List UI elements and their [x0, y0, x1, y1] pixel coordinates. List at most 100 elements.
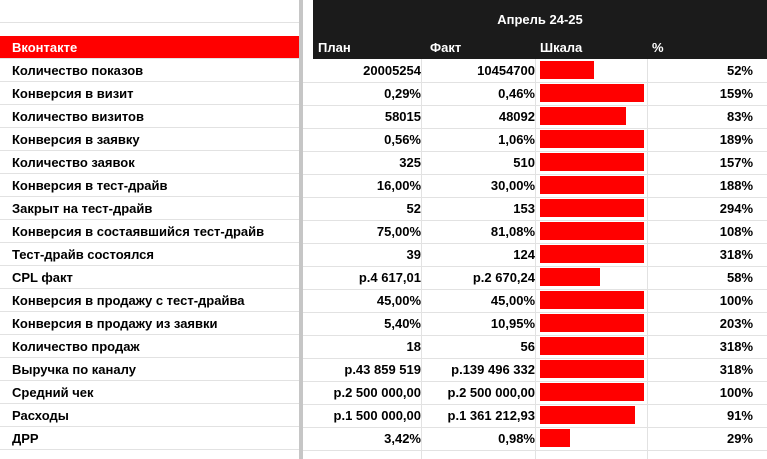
scale-bar[interactable]: [540, 130, 644, 148]
plan-cell[interactable]: 5,40%: [384, 316, 421, 331]
row-label[interactable]: Количество визитов: [0, 105, 299, 128]
row-label[interactable]: Закрыт на тест-драйв: [0, 197, 299, 220]
scale-bar[interactable]: [540, 360, 644, 378]
scale-bar[interactable]: [540, 383, 644, 401]
scale-bar[interactable]: [540, 176, 644, 194]
plan-cell[interactable]: р.43 859 519: [344, 362, 421, 377]
percent-cell[interactable]: 91%: [726, 408, 753, 423]
row-label[interactable]: Количество показов: [0, 59, 299, 82]
fact-cell[interactable]: 153: [513, 201, 535, 216]
empty-cell[interactable]: [0, 11, 299, 35]
plan-cell[interactable]: 45,00%: [376, 293, 421, 308]
row-label[interactable]: Конверсия в визит: [0, 82, 299, 105]
table-row: 0,29% 0,46% 159%: [303, 82, 767, 106]
period-title[interactable]: Апрель 24-25: [497, 12, 583, 27]
row-label[interactable]: Выручка по каналу: [0, 358, 299, 381]
fact-cell[interactable]: р.2 670,24: [472, 270, 535, 285]
fact-cell[interactable]: 1,06%: [498, 132, 535, 147]
percent-cell[interactable]: 29%: [726, 431, 753, 446]
fact-cell[interactable]: 10,95%: [490, 316, 535, 331]
scale-bar[interactable]: [540, 429, 570, 447]
percent-cell[interactable]: 318%: [719, 339, 753, 354]
fact-cell[interactable]: 30,00%: [490, 178, 535, 193]
fact-cell[interactable]: 81,08%: [490, 224, 535, 239]
plan-cell[interactable]: 16,00%: [376, 178, 421, 193]
plan-cell[interactable]: 75,00%: [376, 224, 421, 239]
fact-cell[interactable]: р.1 361 212,93: [447, 408, 535, 423]
table-row: 58015 48092 83%: [303, 105, 767, 129]
scale-bar[interactable]: [540, 222, 644, 240]
fact-cell[interactable]: 45,00%: [490, 293, 535, 308]
row-label[interactable]: Количество заявок: [0, 151, 299, 174]
percent-cell[interactable]: 83%: [726, 109, 753, 124]
plan-cell[interactable]: 20005254: [363, 63, 421, 78]
percent-cell[interactable]: 188%: [719, 178, 753, 193]
column-header-fact[interactable]: Факт: [430, 40, 462, 55]
percent-cell[interactable]: 294%: [719, 201, 753, 216]
scale-bar[interactable]: [540, 199, 644, 217]
scale-bar[interactable]: [540, 153, 644, 171]
plan-cell[interactable]: р.4 617,01: [358, 270, 421, 285]
percent-cell[interactable]: 100%: [719, 385, 753, 400]
plan-cell[interactable]: р.1 500 000,00: [333, 408, 421, 423]
percent-cell[interactable]: 58%: [726, 270, 753, 285]
plan-cell[interactable]: 39: [406, 247, 421, 262]
scale-bar[interactable]: [540, 337, 644, 355]
percent-cell[interactable]: 159%: [719, 86, 753, 101]
fact-cell[interactable]: 48092: [498, 109, 535, 124]
percent-cell[interactable]: 108%: [719, 224, 753, 239]
row-label[interactable]: Конверсия в состаявшийся тест-драйв: [0, 220, 299, 243]
fact-cell[interactable]: р.139 496 332: [451, 362, 535, 377]
column-header-percent[interactable]: %: [652, 40, 664, 55]
section-label[interactable]: Вконтакте: [0, 36, 299, 59]
column-header-plan[interactable]: План: [318, 40, 351, 55]
scale-bar[interactable]: [540, 107, 626, 125]
fact-cell[interactable]: 0,98%: [498, 431, 535, 446]
percent-cell[interactable]: 318%: [719, 362, 753, 377]
plan-cell[interactable]: 325: [399, 155, 421, 170]
plan-cell[interactable]: 52: [406, 201, 421, 216]
row-label[interactable]: ДРР: [0, 427, 299, 450]
table-row: р.43 859 519 р.139 496 332 318%: [303, 358, 767, 382]
plan-cell[interactable]: 0,56%: [384, 132, 421, 147]
scale-bar[interactable]: [540, 61, 594, 79]
table-row: 20005254 10454700 52%: [303, 59, 767, 83]
fact-cell[interactable]: 0,46%: [498, 86, 535, 101]
scale-bar[interactable]: [540, 84, 644, 102]
column-header-scale[interactable]: Шкала: [540, 40, 583, 55]
scale-bar[interactable]: [540, 291, 644, 309]
scale-bar[interactable]: [540, 268, 600, 286]
percent-cell[interactable]: 318%: [719, 247, 753, 262]
table-row: р.2 500 000,00 р.2 500 000,00 100%: [303, 381, 767, 405]
row-label[interactable]: Расходы: [0, 404, 299, 427]
percent-cell[interactable]: 52%: [726, 63, 753, 78]
plan-cell[interactable]: 0,29%: [384, 86, 421, 101]
row-label[interactable]: Конверсия в тест-драйв: [0, 174, 299, 197]
fact-cell[interactable]: 124: [513, 247, 535, 262]
row-label[interactable]: Количество продаж: [0, 335, 299, 358]
plan-cell[interactable]: 18: [406, 339, 421, 354]
percent-cell[interactable]: 157%: [719, 155, 753, 170]
plan-cell[interactable]: 3,42%: [384, 431, 421, 446]
percent-cell[interactable]: 100%: [719, 293, 753, 308]
percent-cell[interactable]: 189%: [719, 132, 753, 147]
row-label[interactable]: CPL факт: [0, 266, 299, 289]
row-label[interactable]: Конверсия в продажу из заявки: [0, 312, 299, 335]
scale-bar[interactable]: [540, 314, 644, 332]
row-label[interactable]: Конверсия в заявку: [0, 128, 299, 151]
row-label[interactable]: Конверсия в продажу с тест-драйва: [0, 289, 299, 312]
scale-bar[interactable]: [540, 406, 635, 424]
empty-cell[interactable]: [0, 0, 299, 23]
plan-cell[interactable]: 58015: [384, 109, 421, 124]
fact-cell[interactable]: 56: [520, 339, 535, 354]
fact-cell[interactable]: 510: [513, 155, 535, 170]
frozen-column-divider[interactable]: [299, 0, 303, 459]
scale-bar[interactable]: [540, 245, 644, 263]
fact-cell[interactable]: р.2 500 000,00: [447, 385, 535, 400]
row-label[interactable]: Тест-драйв состоялся: [0, 243, 299, 266]
plan-cell[interactable]: р.2 500 000,00: [333, 385, 421, 400]
row-label[interactable]: Средний чек: [0, 381, 299, 404]
percent-cell[interactable]: 203%: [719, 316, 753, 331]
fact-cell[interactable]: 10454700: [477, 63, 535, 78]
